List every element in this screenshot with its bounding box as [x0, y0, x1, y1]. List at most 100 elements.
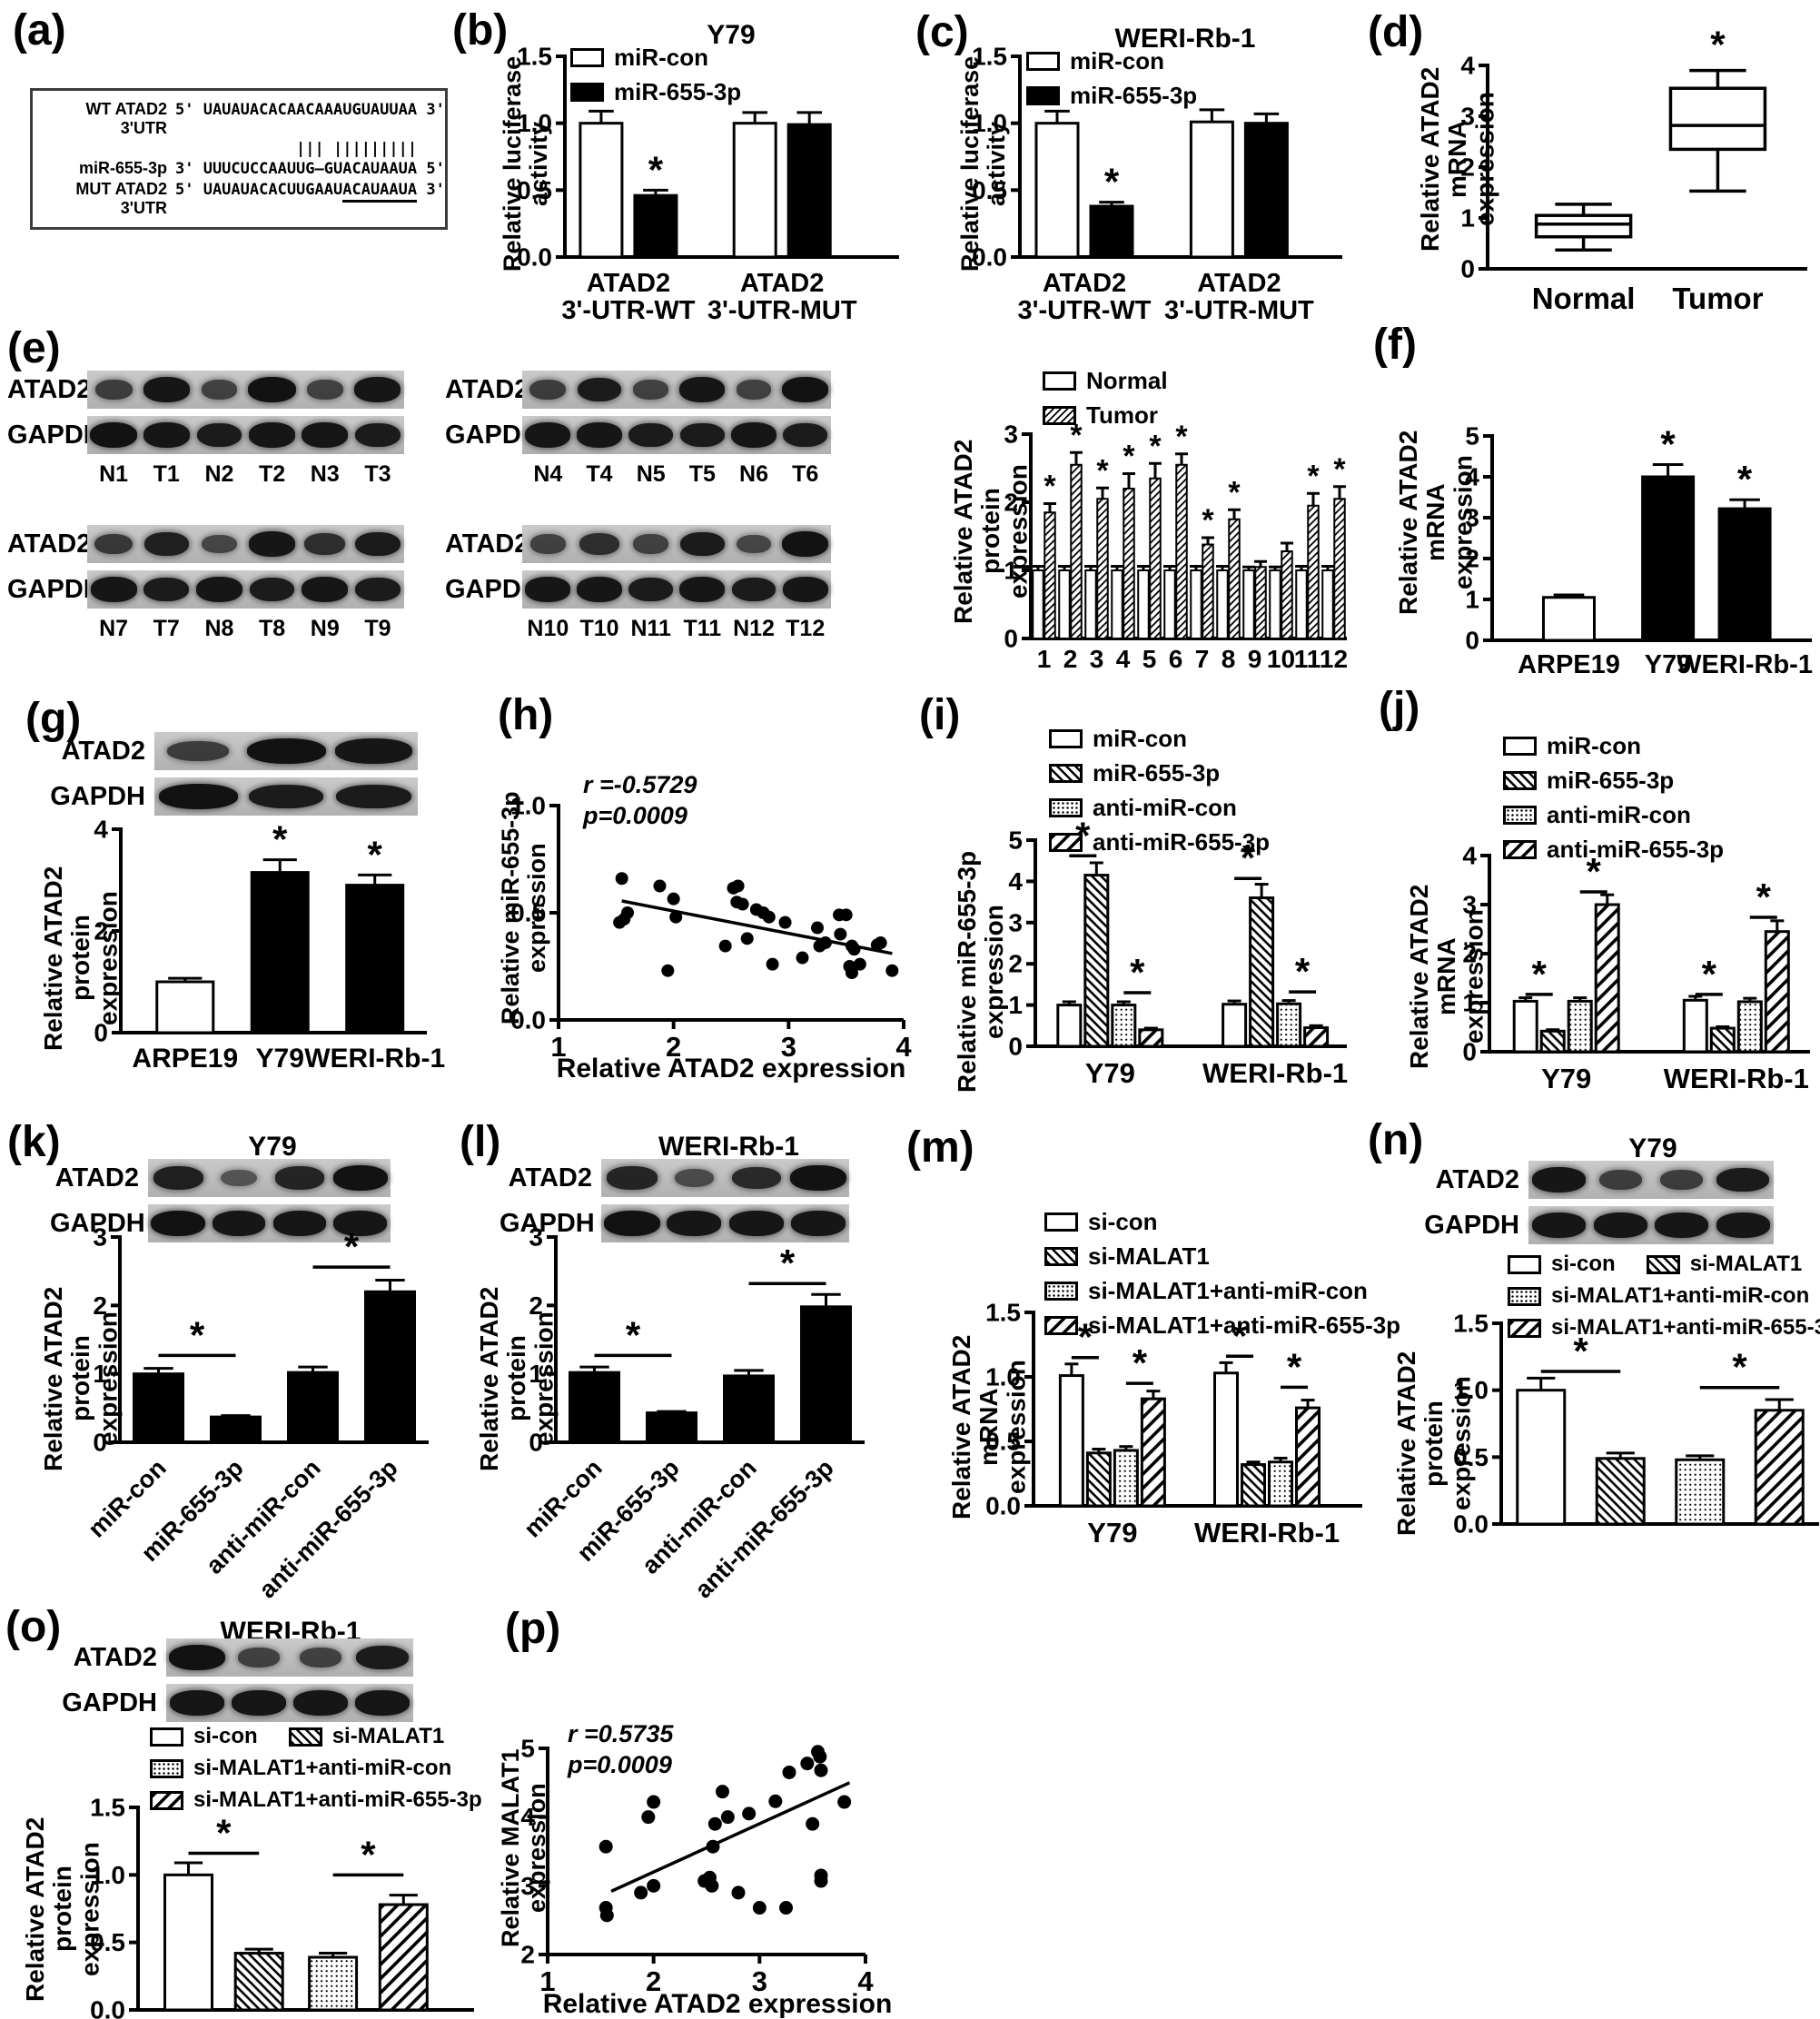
- y-tick-label: 4: [1462, 842, 1477, 870]
- wt-sequence: 5' UAUAUACACAACAAAUGUAUUAA 3': [175, 101, 445, 119]
- significance-star: *: [216, 1812, 232, 1855]
- legend-swatch-hatch-up: [1044, 1316, 1078, 1335]
- panel-o-label: (o): [5, 1603, 62, 1651]
- panel-b-title: Y79: [707, 20, 756, 50]
- significance-star: *: [1295, 950, 1311, 993]
- blot-row: ATAD2: [50, 1159, 391, 1197]
- panel-k-title: Y79: [248, 1132, 297, 1162]
- bar: [308, 1955, 359, 2012]
- blot-row: ATAD2: [7, 525, 404, 563]
- y-tick-label: 0.5: [985, 1428, 1021, 1456]
- lane-label: T8: [259, 616, 286, 641]
- panel-i-label: (i): [919, 691, 961, 739]
- blot-lane: [193, 525, 245, 563]
- legend-item: si-MALAT1+anti-miR-con: [150, 1756, 451, 1781]
- y-tick-label: 2: [93, 1292, 107, 1320]
- blot-strip: [154, 777, 418, 816]
- legend-label: Tumor: [1086, 401, 1158, 429]
- bar: [1096, 498, 1109, 639]
- bar: [1307, 504, 1320, 639]
- blot-row-label: ATAD2: [445, 529, 529, 559]
- bar: [1222, 1003, 1248, 1048]
- protein-band: [151, 1211, 206, 1236]
- protein-band: [169, 1645, 225, 1670]
- blot-lane: [1713, 1161, 1775, 1199]
- y-tick-label: 3: [1460, 103, 1475, 131]
- protein-band: [249, 577, 295, 602]
- mirna-sequence: 3' UUUCUCCAAUUG–GUACAUAAUA 5': [175, 160, 445, 179]
- blot-lane: [574, 371, 626, 409]
- category-label: ATAD2 3'-UTR-MUT: [707, 269, 857, 325]
- protein-band: [355, 422, 401, 448]
- category-label: Y79: [1087, 1517, 1137, 1549]
- significance-star: *: [1078, 1316, 1093, 1359]
- legend-item: anti-miR-655-3p: [1503, 836, 1724, 864]
- blot-row-label: ATAD2: [445, 374, 529, 404]
- x-tick-label: 3: [781, 1031, 796, 1063]
- y-tick-label: 1: [1004, 557, 1018, 585]
- y-tick-label: 1: [529, 1360, 543, 1388]
- blot-lane: [166, 1684, 228, 1722]
- lane-label-row: N10 T10 N11 T11 N12 T12: [445, 616, 831, 642]
- blot-row: GAPDH: [50, 1204, 391, 1242]
- category-label: Y79: [256, 1044, 304, 1074]
- data-point: [800, 1757, 815, 1771]
- bar: [1754, 1409, 1805, 1526]
- blot-lane: [246, 570, 299, 609]
- bar: [1512, 999, 1538, 1054]
- category-label: Normal: [1532, 282, 1636, 315]
- legend-swatch-black: [570, 83, 604, 102]
- bar: [732, 122, 777, 259]
- legend-item: anti-miR-con: [1503, 801, 1691, 829]
- legend-swatch-dot: [1503, 806, 1537, 825]
- protein-band: [299, 1648, 342, 1668]
- category-label: Y79: [1645, 650, 1692, 679]
- y-tick-label: 0: [1462, 1038, 1477, 1066]
- category-label: 8: [1222, 645, 1236, 673]
- panel-k-label: (k): [7, 1118, 61, 1166]
- protein-band: [1655, 1212, 1709, 1238]
- legend-item: miR-con: [1026, 47, 1164, 75]
- y-tick-label: 4: [1008, 867, 1023, 896]
- mut-sequence-post: 3': [417, 180, 445, 199]
- protein-band: [90, 577, 137, 602]
- category-label: WERI-Rb-1: [1677, 650, 1813, 679]
- y-tick-label: 1.0: [90, 1861, 125, 1889]
- legend-label: si-MALAT1+anti-miR-con: [1551, 1283, 1810, 1308]
- protein-band: [737, 534, 771, 554]
- bar: [1717, 507, 1772, 642]
- panel-o-legend: si-con si-MALAT1 si-MALAT1+anti-miR-con si-…: [150, 1724, 482, 1813]
- blot-row-label: ATAD2: [1435, 1164, 1519, 1194]
- blot-lane: [87, 525, 140, 563]
- blot-row-label: GAPDH: [7, 574, 103, 604]
- data-point: [796, 951, 809, 965]
- blot-row-label: GAPDH: [445, 420, 540, 450]
- legend-item: miR-con: [1049, 725, 1187, 753]
- bar: [569, 1371, 620, 1444]
- blot-lane: [574, 525, 626, 563]
- bar: [1058, 569, 1071, 639]
- y-tick-label: 0.0: [90, 1996, 125, 2019]
- protein-band: [201, 380, 238, 400]
- bar: [1249, 896, 1275, 1048]
- blot-lane: [209, 1204, 270, 1242]
- lane-label-row: N4 T4 N5 T5 N6 T6: [445, 461, 831, 488]
- lane-label-spacer: [445, 461, 522, 488]
- blot-lane: [677, 525, 728, 563]
- y-tick-label: 1.5: [985, 1299, 1021, 1327]
- legend-swatch-white: [1049, 729, 1083, 748]
- legend-row: miR-655-3p: [1026, 82, 1197, 110]
- blot-lane: [148, 1204, 209, 1242]
- blot-lane: [140, 525, 193, 563]
- blot-lane: [154, 732, 242, 770]
- significance-star: *: [272, 818, 288, 861]
- lane-label: T10: [579, 616, 619, 641]
- y-tick-label: 4: [1460, 52, 1475, 80]
- data-point: [752, 1901, 767, 1915]
- legend-row: si-MALAT1+anti-miR-con: [1508, 1283, 1820, 1309]
- significance-star: *: [1573, 1330, 1588, 1372]
- bar: [1242, 569, 1255, 639]
- data-point: [731, 1885, 746, 1900]
- panel-g-chart: 0 2 4 ARPE19 * Y79 * WERI-Rb-1: [94, 816, 445, 1074]
